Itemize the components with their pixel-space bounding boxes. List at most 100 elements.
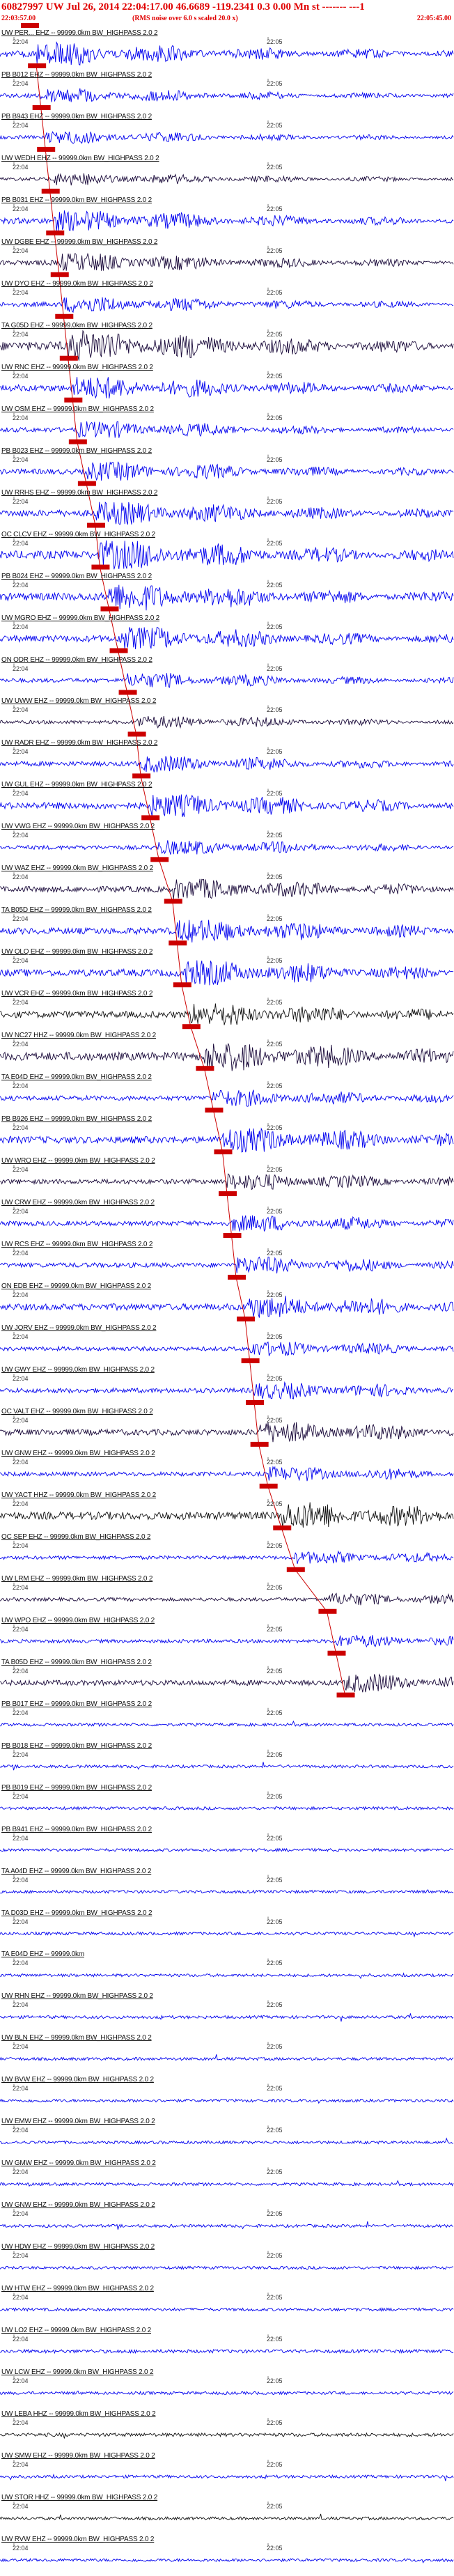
pick-marker [237, 1316, 256, 1321]
waveform-trace [0, 2348, 454, 2354]
time-tick-label: 22:04 [13, 2210, 29, 2218]
waveform-trace [0, 131, 454, 144]
time-tick-label: 22:05 [267, 1208, 283, 1216]
waveform-trace [0, 2221, 454, 2230]
time-tick-label: 22:04 [13, 1792, 29, 1800]
waveform-trace [0, 920, 454, 942]
time-tick-label: 22:04 [13, 38, 29, 45]
pick-marker [173, 982, 191, 988]
time-tick-label: 22:04 [13, 957, 29, 965]
trace-label: UW DYO EHZ -- 99999.0km BW_HIGHPASS 2.0 … [1, 279, 153, 288]
trace-label: PB B031 EHZ -- 99999.0km BW_HIGHPASS 2.0… [1, 196, 152, 204]
pick-marker [132, 773, 151, 779]
trace-label: UW GMW EHZ -- 99999.0km BW_HIGHPASS 2.0 … [1, 2159, 156, 2168]
trace-label: UW VWG EHZ -- 99999.0km BW_HIGHPASS 2.0 … [1, 823, 155, 831]
time-tick-label: 22:04 [13, 1625, 29, 1633]
pick-marker [28, 63, 47, 68]
waveform-trace [0, 878, 454, 900]
pick-marker [205, 1108, 224, 1113]
time-tick-label: 22:04 [13, 1458, 29, 1466]
trace-label: PB B017 EHZ -- 99999.0km BW_HIGHPASS 2.0… [1, 1700, 152, 1708]
time-tick-label: 22:04 [13, 2085, 29, 2093]
waveform-trace [0, 1762, 454, 1771]
time-tick-label: 22:04 [13, 2043, 29, 2051]
time-tick-label: 22:04 [13, 205, 29, 212]
time-tick-label: 22:05 [267, 1542, 283, 1549]
trace-label: UW GNW EHZ -- 99999.0km BW_HIGHPASS 2.0 … [1, 1449, 155, 1457]
waveform-trace [0, 2513, 454, 2521]
time-tick-label: 22:04 [13, 1709, 29, 1716]
waveform-trace [0, 626, 454, 650]
time-tick-label: 22:04 [13, 2545, 29, 2552]
time-tick-label: 22:05 [267, 330, 283, 338]
trace-label: TA E04D EHZ -- 99999.0km BW_HIGHPASS 2.0… [1, 1073, 152, 1082]
time-tick-label: 22:05 [267, 2043, 283, 2051]
waveform-trace [0, 1381, 453, 1399]
plot-header: 60827997 UW Jul 26, 2014 22:04:17.00 46.… [0, 0, 454, 28]
waveform-trace [0, 1296, 454, 1318]
waveform-trace [0, 329, 454, 362]
time-tick-label: 22:05 [267, 581, 283, 589]
pick-marker [50, 272, 69, 277]
time-tick-label: 22:04 [13, 2503, 29, 2511]
pick-marker [164, 899, 182, 904]
waveform-trace [0, 1550, 454, 1565]
waveform-trace [0, 2558, 454, 2563]
pick-marker [286, 1567, 305, 1572]
trace-label: TA A04D EHZ -- 99999.0km BW_HIGHPASS 2.0… [1, 1867, 152, 1875]
time-tick-label: 22:05 [267, 1083, 283, 1090]
time-tick-label: 22:05 [267, 748, 283, 756]
time-tick-label: 22:05 [267, 2127, 283, 2134]
time-tick-label: 22:04 [13, 790, 29, 798]
time-tick-label: 22:04 [13, 1667, 29, 1675]
trace-label: OC SEP EHZ -- 99999.0km BW_HIGHPASS 2.0 … [1, 1533, 151, 1541]
waveform-trace [0, 252, 454, 272]
waveform-trace [0, 1720, 454, 1728]
trace-label: UW STOR HHZ -- 99999.0km BW_HIGHPASS 2.0… [1, 2494, 158, 2502]
time-tick-label: 22:04 [13, 999, 29, 1007]
trace-label: UW LCW EHZ -- 99999.0km BW_HIGHPASS 2.0 … [1, 2368, 154, 2377]
time-tick-label: 22:05 [267, 1458, 283, 1466]
time-tick-label: 22:04 [13, 1416, 29, 1424]
time-tick-label: 22:04 [13, 2377, 29, 2385]
time-tick-label: 22:04 [13, 915, 29, 923]
time-tick-label: 22:05 [267, 1250, 283, 1257]
time-tick-label: 22:04 [13, 497, 29, 505]
trace-label: UW WEDH EHZ -- 99999.0km BW_HIGHPASS 2.0… [1, 154, 159, 162]
trace-label: UW SMW EHZ -- 99999.0km BW_HIGHPASS 2.0 … [1, 2452, 155, 2460]
waveform-trace [0, 2306, 454, 2312]
waveform-trace [0, 584, 454, 611]
pick-marker [32, 104, 51, 110]
time-tick-label: 22:04 [13, 1583, 29, 1591]
time-tick-label: 22:05 [267, 1918, 283, 1925]
waveform-trace [0, 1043, 454, 1071]
time-tick-label: 22:05 [267, 706, 283, 714]
time-tick-label: 22:04 [13, 2001, 29, 2009]
seismogram-panel: UW PER... EHZ -- 99999.0km BW_HIGHPASS 2… [0, 28, 454, 2576]
waveform-trace [0, 1806, 454, 1811]
pick-marker [37, 146, 56, 152]
trace-label: UW RHN EHZ -- 99999.0km BW_HIGHPASS 2.0 … [1, 1992, 153, 2001]
time-tick-label: 22:04 [13, 79, 29, 87]
time-tick-label: 22:05 [267, 1333, 283, 1340]
time-tick-label: 22:05 [267, 1751, 283, 1758]
waveform-trace [0, 540, 454, 570]
trace-label: TA B05D EHZ -- 99999.0km BW_HIGHPASS 2.0… [1, 1658, 152, 1666]
time-tick-label: 22:05 [267, 1041, 283, 1048]
pick-marker-header [21, 23, 39, 28]
waveform-trace [0, 2473, 454, 2481]
time-tick-label: 22:05 [267, 2001, 283, 2009]
time-tick-label: 22:05 [267, 2168, 283, 2176]
time-tick-label: 22:04 [13, 1083, 29, 1090]
time-tick-label: 22:04 [13, 665, 29, 672]
time-tick-label: 22:04 [13, 2127, 29, 2134]
waveform-trace [0, 1173, 454, 1190]
waveform-trace [0, 210, 454, 231]
trace-label: UW UWW EHZ -- 99999.0km BW_HIGHPASS 2.0 … [1, 697, 157, 706]
time-tick-label: 22:04 [13, 1124, 29, 1132]
waveform-trace [0, 1673, 454, 1693]
trace-label: OC VALT EHZ -- 99999.0km BW_HIGHPASS 2.0… [1, 1407, 153, 1415]
pick-marker [214, 1149, 233, 1155]
waveform-trace [0, 88, 454, 102]
time-tick-label: 22:05 [267, 121, 283, 129]
